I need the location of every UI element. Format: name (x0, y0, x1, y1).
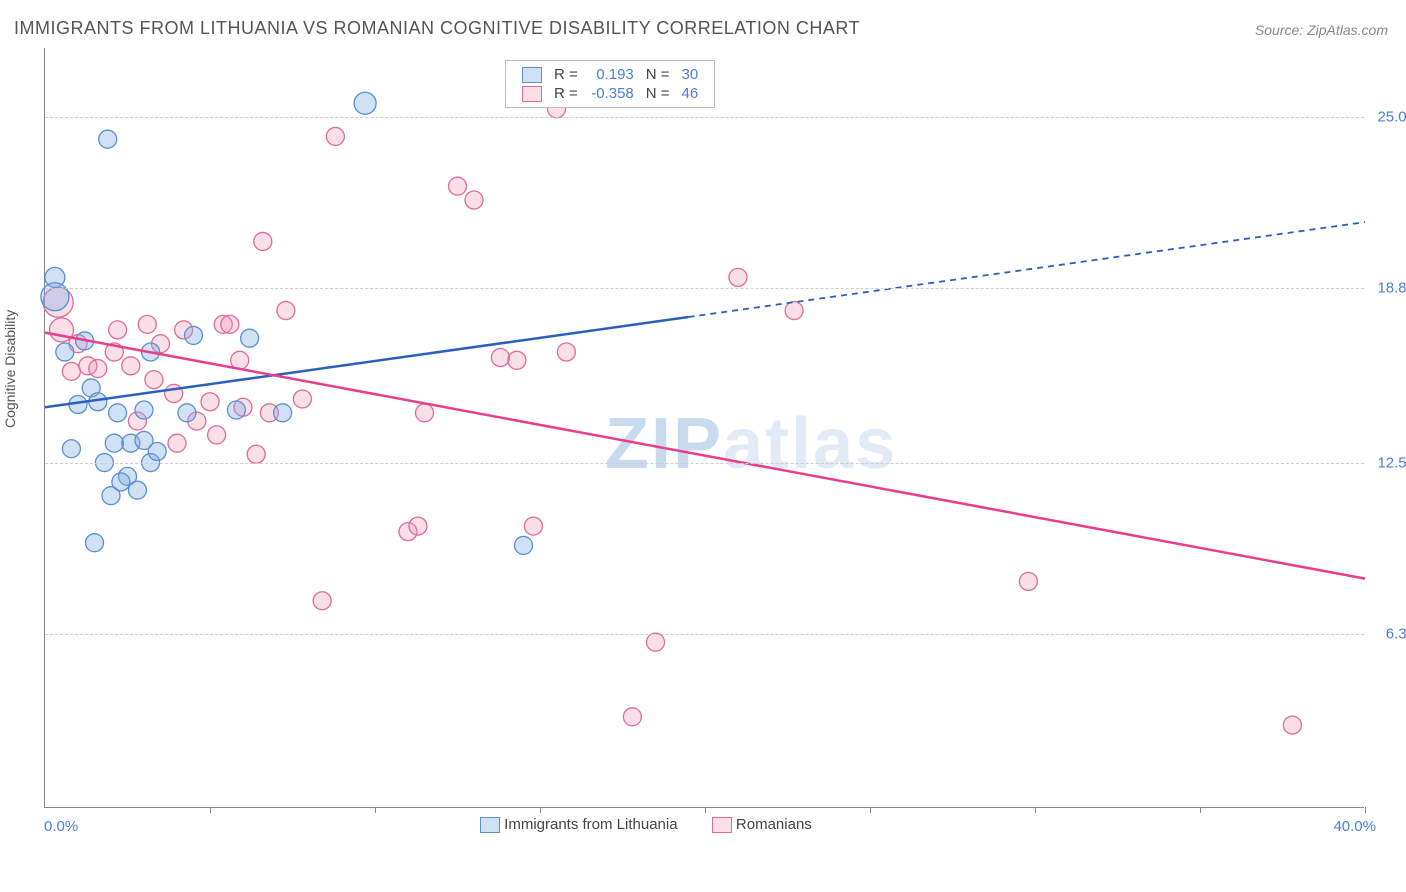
data-point (491, 349, 509, 367)
x-tick (1365, 807, 1366, 813)
x-axis-min-label: 0.0% (44, 818, 78, 835)
r-label-a: R = (548, 65, 584, 84)
gridline (45, 463, 1364, 464)
data-point (62, 362, 80, 380)
r-value-a: 0.193 (584, 65, 640, 84)
gridline (45, 117, 1364, 118)
data-point (623, 708, 641, 726)
data-point (465, 191, 483, 209)
source-attribution: Source: ZipAtlas.com (1255, 22, 1388, 38)
r-label-b: R = (548, 84, 584, 103)
data-point (122, 357, 140, 375)
source-name: ZipAtlas.com (1307, 22, 1388, 38)
x-tick (210, 807, 211, 813)
x-axis-max-label: 40.0% (1333, 818, 1376, 835)
data-point (274, 404, 292, 422)
data-point (201, 393, 219, 411)
y-tick-label: 6.3% (1370, 625, 1406, 642)
data-point (109, 404, 127, 422)
data-point (254, 232, 272, 250)
data-point (109, 321, 127, 339)
data-point (241, 329, 259, 347)
n-label-b: N = (640, 84, 676, 103)
data-point (277, 302, 295, 320)
data-point (227, 401, 245, 419)
x-tick (1200, 807, 1201, 813)
data-point (416, 404, 434, 422)
chart-title: IMMIGRANTS FROM LITHUANIA VS ROMANIAN CO… (14, 18, 860, 39)
data-point (647, 633, 665, 651)
data-point (178, 404, 196, 422)
data-point (128, 481, 146, 499)
x-tick (540, 807, 541, 813)
data-point (168, 434, 186, 452)
legend-label-a: Immigrants from Lithuania (504, 816, 677, 833)
n-label-a: N = (640, 65, 676, 84)
legend-swatch-b-bottom (712, 817, 732, 833)
data-point (449, 177, 467, 195)
data-point (354, 92, 376, 114)
source-label: Source: (1255, 22, 1303, 38)
data-point (105, 434, 123, 452)
data-point (221, 315, 239, 333)
data-point (41, 283, 69, 311)
y-axis-title: Cognitive Disability (2, 310, 18, 428)
data-point (86, 534, 104, 552)
data-point (409, 517, 427, 535)
legend-item-a: Immigrants from Lithuania (480, 816, 678, 833)
data-point (89, 360, 107, 378)
gridline (45, 634, 1364, 635)
data-point (293, 390, 311, 408)
x-tick (870, 807, 871, 813)
data-point (557, 343, 575, 361)
legend-stats: R = 0.193 N = 30 R = -0.358 N = 46 (505, 60, 715, 108)
legend-swatch-a-bottom (480, 817, 500, 833)
plot-area: ZIPatlas R = 0.193 N = 30 R = -0.358 N =… (44, 48, 1364, 808)
data-point (1283, 716, 1301, 734)
correlation-chart: IMMIGRANTS FROM LITHUANIA VS ROMANIAN CO… (0, 0, 1406, 892)
trend-line-dashed (689, 222, 1366, 317)
data-point (313, 592, 331, 610)
data-point (99, 130, 117, 148)
x-tick (705, 807, 706, 813)
legend-bottom: Immigrants from Lithuania Romanians (480, 816, 842, 833)
data-point (729, 268, 747, 286)
x-tick (1035, 807, 1036, 813)
y-tick-label: 25.0% (1370, 109, 1406, 126)
data-point (185, 326, 203, 344)
plot-svg (45, 48, 1364, 807)
legend-label-b: Romanians (736, 816, 812, 833)
x-tick (375, 807, 376, 813)
data-point (1019, 572, 1037, 590)
y-tick-label: 18.8% (1370, 280, 1406, 297)
data-point (112, 473, 130, 491)
data-point (135, 401, 153, 419)
data-point (148, 442, 166, 460)
legend-swatch-a (522, 67, 542, 83)
data-point (515, 536, 533, 554)
data-point (508, 351, 526, 369)
n-value-b: 46 (676, 84, 705, 103)
data-point (247, 445, 265, 463)
data-point (145, 371, 163, 389)
r-value-b: -0.358 (584, 84, 640, 103)
data-point (138, 315, 156, 333)
data-point (208, 426, 226, 444)
trend-line (45, 333, 1365, 579)
data-point (785, 302, 803, 320)
data-point (62, 440, 80, 458)
legend-swatch-b (522, 86, 542, 102)
data-point (326, 127, 344, 145)
legend-item-b: Romanians (712, 816, 812, 833)
data-point (56, 343, 74, 361)
data-point (524, 517, 542, 535)
y-tick-label: 12.5% (1370, 454, 1406, 471)
gridline (45, 288, 1364, 289)
n-value-a: 30 (676, 65, 705, 84)
